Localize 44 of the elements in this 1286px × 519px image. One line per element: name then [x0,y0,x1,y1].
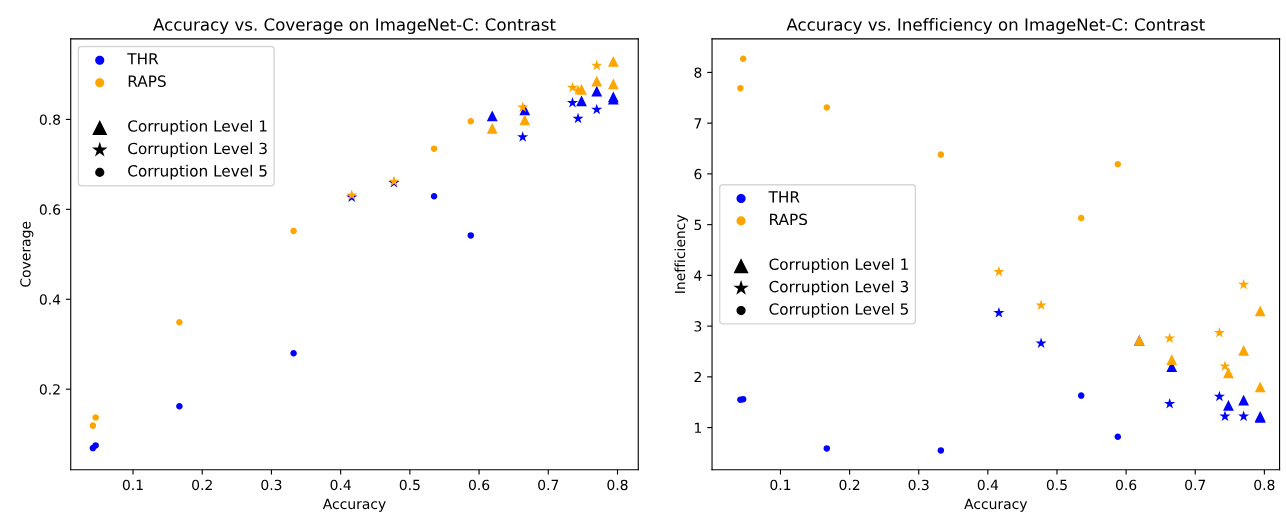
legend-label: Corruption Level 3 [128,142,267,158]
x-tick-label: 0.5 [1046,479,1067,491]
legend-label: Corruption Level 3 [769,280,909,296]
x-tick-label: 0.8 [1254,479,1275,491]
y-tick-label: 8 [694,67,702,78]
x-tick-label: 0.2 [839,479,860,491]
x-tick-label: 0.1 [770,479,791,491]
legend-label: Corruption Level 1 [769,258,908,273]
y-tick-label: 4 [694,270,702,281]
y-axis-title: Coverage [20,221,34,287]
x-tick-label: 0.8 [607,479,628,491]
x-tick-label: 0.6 [468,479,490,491]
y-tick-label: 3 [694,321,702,332]
y-tick-label: 6 [694,168,702,180]
chart-title: Accuracy vs. Inefficiency on ImageNet-C: Contrast [786,17,1205,35]
x-tick-label: 0.6 [1115,479,1137,491]
chart-title: Accuracy vs. Coverage on ImageNet-C: Contrast [153,18,556,35]
x-tick-label: 0.1 [122,479,143,491]
y-tick-label: 5 [694,219,702,231]
x-tick-label: 0.7 [538,479,559,491]
x-axis-title: Accuracy [322,498,386,512]
legend-label: Corruption Level 5 [128,164,267,180]
x-tick-label: 0.4 [977,479,999,491]
y-tick-label: 0.2 [39,384,60,395]
legend-label: THR [127,53,159,65]
legend-label: Corruption Level 1 [128,119,267,135]
y-tick-label: 2 [694,371,701,383]
x-tick-label: 0.5 [399,479,420,491]
y-tick-label: 0.8 [39,114,61,125]
legend-label: RAPS [770,213,808,226]
x-tick-label: 0.3 [261,479,282,491]
x-tick-label: 0.3 [908,479,929,491]
x-tick-label: 0.2 [192,479,212,491]
legend-label: RAPS [128,75,166,87]
legend-label: THR [768,191,800,203]
x-tick-label: 0.4 [330,479,351,491]
legend-label: Corruption Level 5 [769,302,908,318]
y-tick-label: 1 [695,422,702,433]
y-tick-label: 7 [694,118,702,129]
y-tick-label: 0.4 [39,294,61,305]
x-tick-label: 0.7 [1185,479,1206,491]
y-tick-label: 0.6 [39,204,61,215]
x-axis-title: Accuracy [964,498,1028,512]
y-axis-title: Inefficiency [674,214,688,293]
